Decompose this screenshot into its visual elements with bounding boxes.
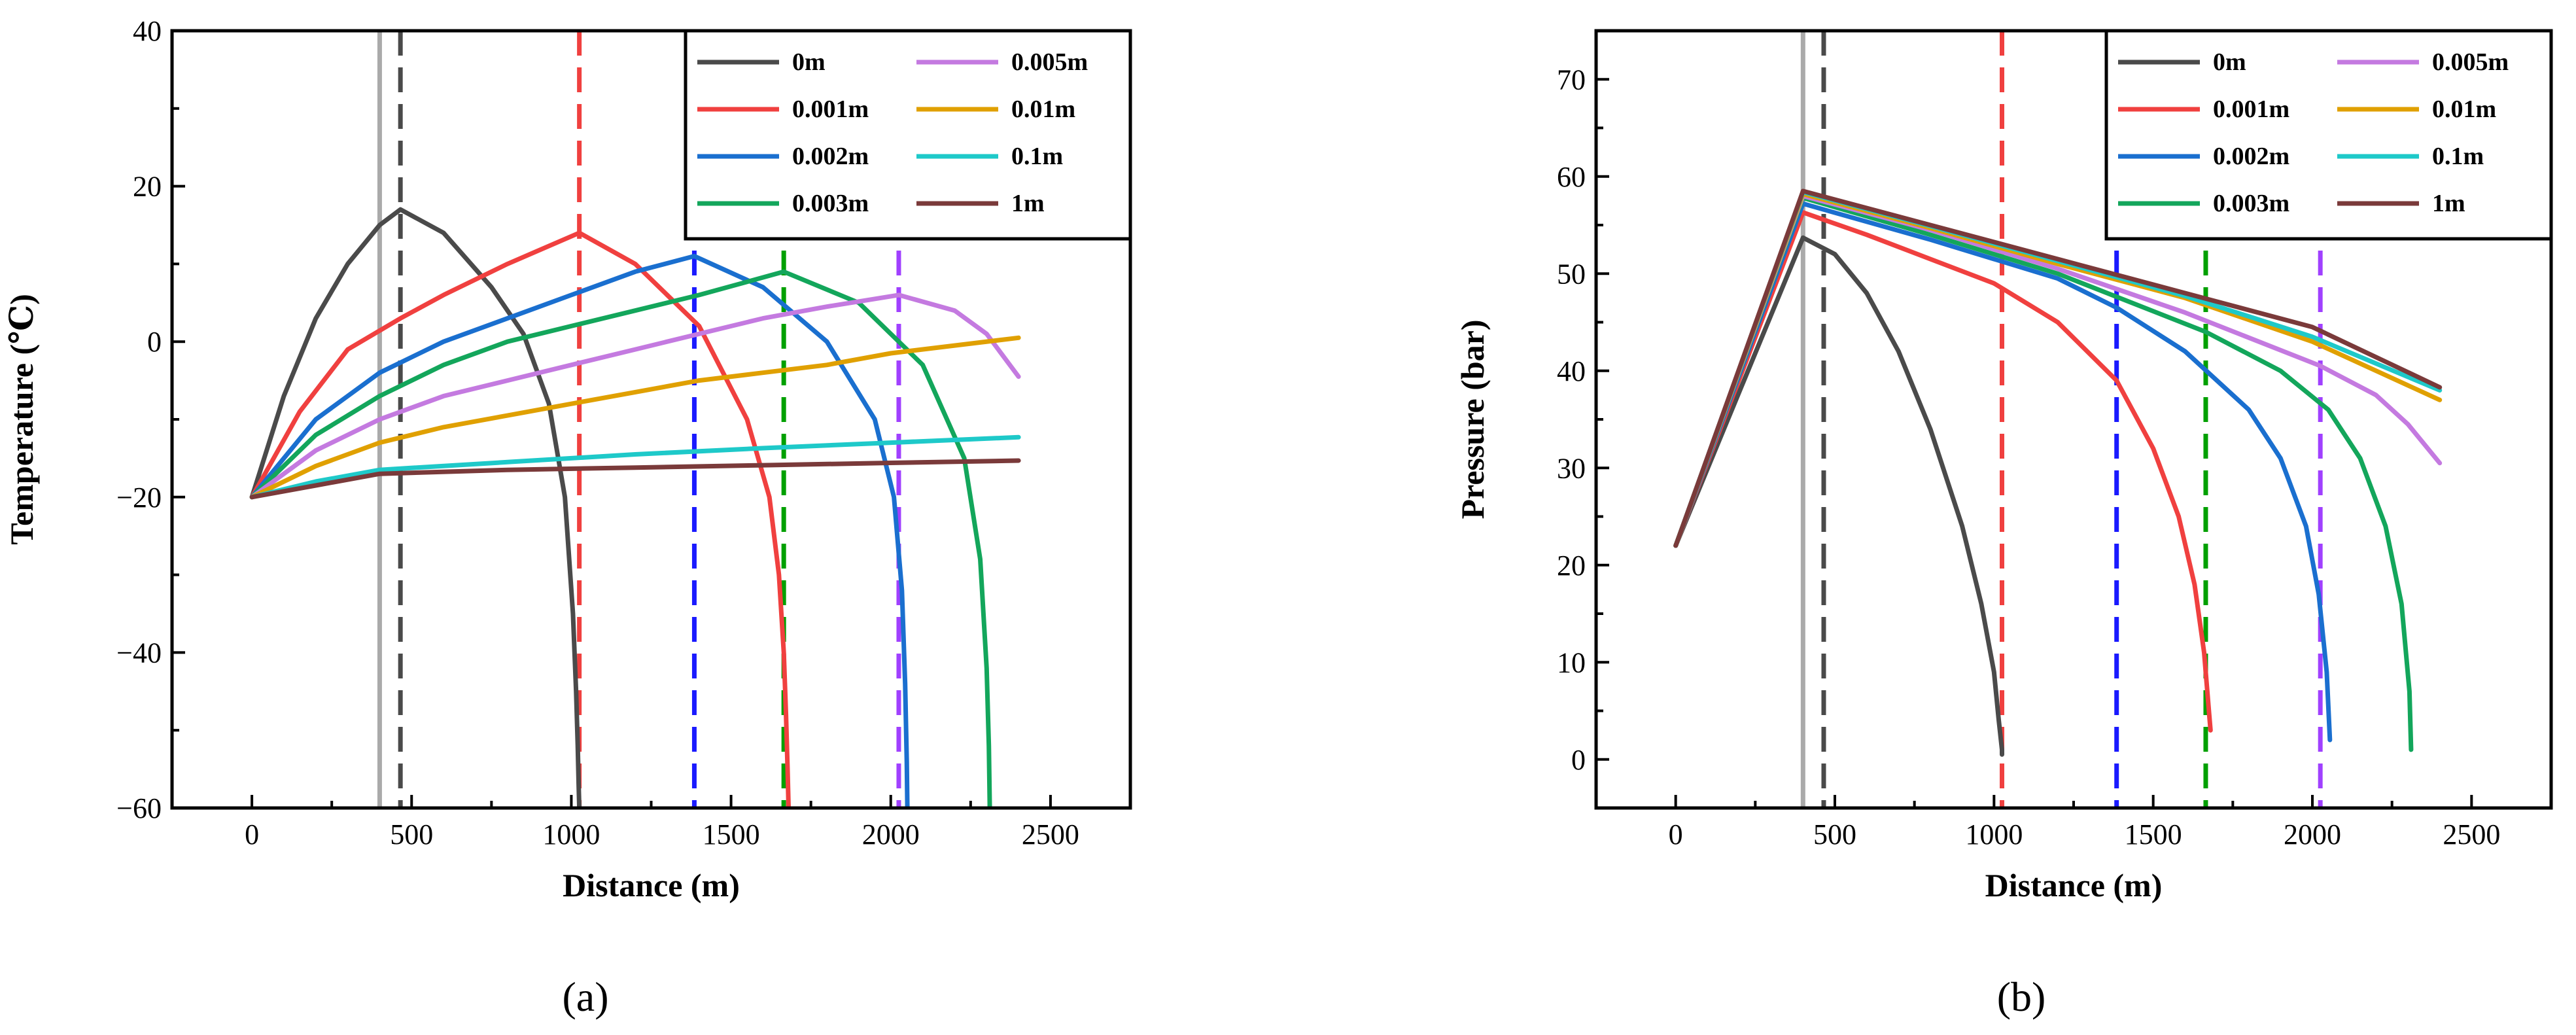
series-line-0p01m	[249, 335, 1021, 500]
series-line-1m	[1673, 188, 2443, 548]
y-axis-title: Pressure (bar)	[1454, 319, 1491, 519]
x-tick-label: 2500	[2443, 818, 2500, 851]
legend-label-0p1m: 0.1m	[1011, 143, 1063, 170]
y-tick-label: 40	[133, 15, 162, 47]
series-line-0p001m	[1673, 210, 2213, 733]
series-line-0p005m	[249, 292, 1021, 500]
x-tick-label: 500	[1813, 818, 1856, 851]
y-tick-label: 20	[1557, 550, 1586, 582]
series-line-0p001m	[249, 230, 791, 808]
x-tick-label: 1500	[2125, 818, 2182, 851]
y-tick-label: 30	[1557, 452, 1586, 484]
x-tick-label: 1000	[542, 818, 600, 851]
x-axis-title: Distance (m)	[563, 867, 740, 903]
x-tick-label: 2500	[1022, 818, 1079, 851]
legend-label-0p001m: 0.001m	[792, 96, 869, 123]
legend-label-0p003m: 0.003m	[2213, 190, 2289, 217]
x-tick-label: 2000	[2284, 818, 2341, 851]
series-line-0p003m	[249, 269, 992, 808]
x-tick-label: 1000	[1965, 818, 2023, 851]
legend-label-0p002m: 0.002m	[792, 143, 869, 170]
x-tick-label: 2000	[862, 818, 920, 851]
legend-label-0p01m: 0.01m	[1011, 96, 1075, 123]
y-tick-label: 20	[133, 171, 162, 203]
series-line-1m	[249, 458, 1021, 500]
y-tick-label: −60	[116, 792, 162, 824]
legend-label-0p005m: 0.005m	[2432, 48, 2509, 76]
legend: 0m 0.001m 0.002m 0.003m 0.005m 0.01m 0.1m 1m	[684, 29, 1132, 241]
series-line-0m	[1673, 235, 2004, 757]
plot-area	[1673, 31, 2443, 808]
x-tick-label: 500	[390, 818, 433, 851]
y-tick-label: 10	[1557, 646, 1586, 678]
legend-label-0p002m: 0.002m	[2213, 143, 2289, 170]
series-line-0p002m	[1673, 201, 2333, 743]
series-line-0p1m	[249, 434, 1021, 500]
legend-label-0m: 0m	[792, 48, 826, 76]
series-line-0m	[249, 207, 582, 808]
legend-label-0p003m: 0.003m	[792, 190, 869, 217]
panel-b-chart: 0 500 1000 1500 2000 2500 0 10 20 30 40 50 60 70 Dista…	[1454, 29, 2553, 903]
x-tick-label: 0	[1669, 818, 1683, 851]
y-tick-label: 50	[1557, 258, 1586, 290]
series-line-0p003m	[1673, 195, 2414, 752]
legend-label-0p01m: 0.01m	[2432, 96, 2496, 123]
series-line-0p002m	[249, 254, 910, 808]
panel-a-chart: 0 500 1000 1500 2000 2500 −60 −40 −20 0 20 40 Distan…	[3, 15, 1132, 903]
y-axis-title: Temperature (℃)	[3, 294, 40, 544]
legend-label-0p001m: 0.001m	[2213, 96, 2289, 123]
legend-label-1m: 1m	[2432, 190, 2465, 217]
y-tick-label: 70	[1557, 63, 1586, 96]
y-tick-label: 60	[1557, 161, 1586, 193]
y-tick-label: −20	[116, 482, 162, 514]
y-tick-label: 40	[1557, 355, 1586, 387]
legend-label-0p1m: 0.1m	[2432, 143, 2484, 170]
legend: 0m 0.001m 0.002m 0.003m 0.005m 0.01m 0.1m 1m	[2104, 29, 2553, 241]
x-tick-label: 1500	[703, 818, 760, 851]
legend-label-0m: 0m	[2213, 48, 2246, 76]
panel-a-label: (a)	[562, 974, 608, 1020]
legend-label-1m: 1m	[1011, 190, 1045, 217]
y-tick-label: −40	[116, 637, 162, 669]
y-tick-label: 0	[147, 326, 162, 358]
x-tick-label: 0	[245, 818, 259, 851]
y-tick-label: 0	[1571, 744, 1586, 776]
x-axis-title: Distance (m)	[1985, 867, 2163, 903]
panel-b-label: (b)	[1997, 974, 2046, 1020]
legend-label-0p005m: 0.005m	[1011, 48, 1088, 76]
